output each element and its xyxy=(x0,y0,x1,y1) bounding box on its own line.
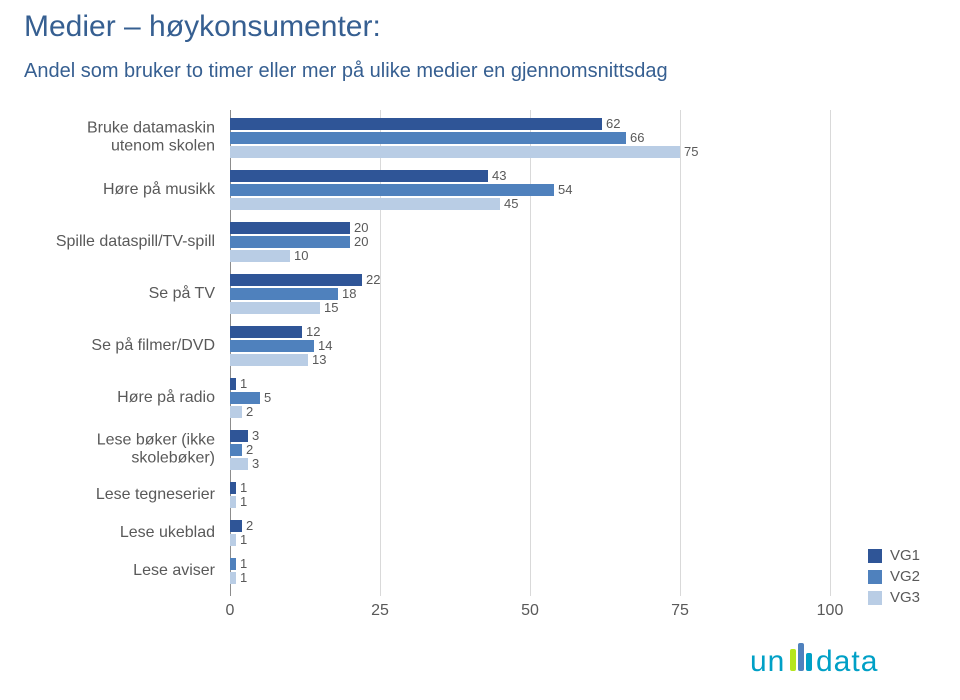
gridline xyxy=(380,110,381,596)
bar xyxy=(230,406,242,418)
bar xyxy=(230,378,236,390)
svg-text:un: un xyxy=(750,645,785,678)
bar xyxy=(230,392,260,404)
plot-area: 0255075100Bruke datamaskin utenom skolen… xyxy=(230,110,830,596)
bar-value: 3 xyxy=(252,458,259,470)
bar xyxy=(230,534,236,546)
bar-value: 54 xyxy=(558,184,572,196)
bar xyxy=(230,572,236,584)
bar-value: 45 xyxy=(504,198,518,210)
bar xyxy=(230,340,314,352)
bar xyxy=(230,496,236,508)
bar xyxy=(230,444,242,456)
legend: VG1 VG2 VG3 xyxy=(868,543,920,610)
bar-value: 22 xyxy=(366,274,380,286)
x-tick-label: 75 xyxy=(671,602,689,620)
bar-value: 18 xyxy=(342,288,356,300)
bar xyxy=(230,118,602,130)
bar xyxy=(230,184,554,196)
bar xyxy=(230,326,302,338)
legend-label: VG2 xyxy=(890,568,920,585)
bar-value: 14 xyxy=(318,340,332,352)
bar-value: 1 xyxy=(240,534,247,546)
bar-value: 13 xyxy=(312,354,326,366)
bar-value: 20 xyxy=(354,222,368,234)
bar-value: 62 xyxy=(606,118,620,130)
category-label: Bruke datamaskin utenom skolen xyxy=(35,120,215,157)
bar-value: 66 xyxy=(630,132,644,144)
bar xyxy=(230,482,236,494)
bar-value: 75 xyxy=(684,146,698,158)
bar xyxy=(230,250,290,262)
bar-value: 10 xyxy=(294,250,308,262)
chart-area: 0255075100Bruke datamaskin utenom skolen… xyxy=(40,110,920,630)
legend-item: VG1 xyxy=(868,547,920,564)
legend-item: VG2 xyxy=(868,568,920,585)
bar-value: 2 xyxy=(246,520,253,532)
bar xyxy=(230,520,242,532)
category-label: Høre på musikk xyxy=(35,181,215,199)
x-tick-label: 0 xyxy=(226,602,235,620)
bar-value: 1 xyxy=(240,496,247,508)
legend-swatch xyxy=(868,591,882,605)
category-label: Lese bøker (ikke skolebøker) xyxy=(35,432,215,469)
bar-value: 12 xyxy=(306,326,320,338)
category-label: Lese ukeblad xyxy=(35,524,215,542)
category-label: Se på filmer/DVD xyxy=(35,337,215,355)
bar xyxy=(230,302,320,314)
category-label: Lese tegneserier xyxy=(35,486,215,504)
bar-value: 43 xyxy=(492,170,506,182)
bar xyxy=(230,354,308,366)
x-tick-label: 50 xyxy=(521,602,539,620)
bar xyxy=(230,236,350,248)
bar xyxy=(230,222,350,234)
gridline xyxy=(530,110,531,596)
gridline xyxy=(830,110,831,596)
bar-value: 1 xyxy=(240,558,247,570)
bar-value: 2 xyxy=(246,444,253,456)
bar xyxy=(230,458,248,470)
category-label: Se på TV xyxy=(35,285,215,303)
bar xyxy=(230,558,236,570)
x-tick-label: 25 xyxy=(371,602,389,620)
svg-text:data: data xyxy=(816,645,878,678)
legend-item: VG3 xyxy=(868,589,920,606)
bar-value: 3 xyxy=(252,430,259,442)
bar-value: 5 xyxy=(264,392,271,404)
legend-label: VG3 xyxy=(890,589,920,606)
bar-value: 15 xyxy=(324,302,338,314)
chart-subtitle: Andel som bruker to timer eller mer på u… xyxy=(24,60,668,83)
bar-value: 20 xyxy=(354,236,368,248)
legend-swatch xyxy=(868,570,882,584)
bar xyxy=(230,274,362,286)
bar-value: 1 xyxy=(240,378,247,390)
bar xyxy=(230,288,338,300)
bar-value: 2 xyxy=(246,406,253,418)
bar xyxy=(230,170,488,182)
x-tick-label: 100 xyxy=(817,602,844,620)
bar xyxy=(230,132,626,144)
gridline xyxy=(680,110,681,596)
category-label: Høre på radio xyxy=(35,389,215,407)
category-label: Spille dataspill/TV-spill xyxy=(35,233,215,251)
category-label: Lese aviser xyxy=(35,562,215,580)
bar xyxy=(230,146,680,158)
legend-swatch xyxy=(868,549,882,563)
bar xyxy=(230,430,248,442)
ungdata-logo: un data xyxy=(750,641,930,686)
chart-title: Medier – høykonsumenter: xyxy=(24,10,381,44)
bar xyxy=(230,198,500,210)
bar-value: 1 xyxy=(240,572,247,584)
bar-value: 1 xyxy=(240,482,247,494)
legend-label: VG1 xyxy=(890,547,920,564)
